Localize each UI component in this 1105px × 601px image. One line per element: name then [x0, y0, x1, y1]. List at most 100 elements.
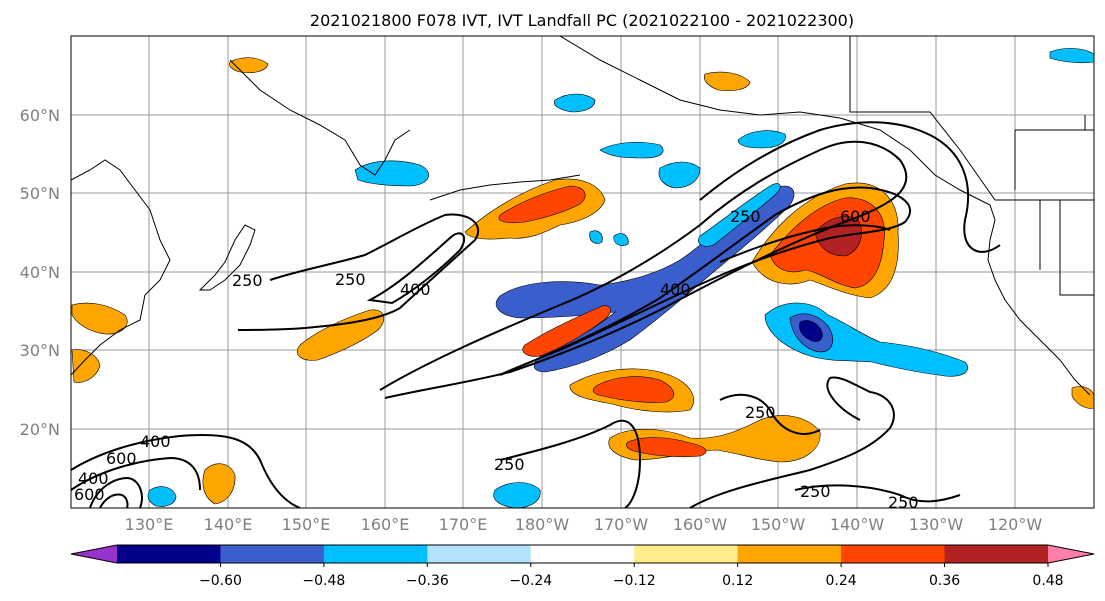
contour-label: 250 — [335, 270, 366, 289]
colorbar-segment — [323, 545, 428, 563]
contour-250-far-southeast — [794, 484, 961, 503]
lon-label: 120°W — [988, 515, 1043, 534]
contour-label: 250 — [232, 271, 263, 290]
lat-label: 60°N — [20, 106, 60, 125]
positive-anomaly-southwest — [202, 463, 236, 505]
colorbar-segment — [220, 545, 325, 563]
positive-anomaly-japan-east — [296, 309, 385, 361]
alaska-canada-border — [849, 36, 996, 201]
colorbar-tick-label: 0.24 — [826, 573, 857, 589]
colorbar-tick-label: 0.36 — [929, 573, 960, 589]
colorbar-extend-high — [1048, 545, 1094, 563]
lon-label: 150°W — [751, 515, 806, 534]
lon-label: 170°E — [439, 515, 488, 534]
map-frame — [70, 35, 1095, 509]
contour-label: 250 — [494, 455, 525, 474]
colorbar-extend-low — [71, 545, 117, 563]
negative-anomaly-bering — [354, 160, 429, 187]
contour-label: 250 — [745, 403, 776, 422]
asia-coastline — [71, 159, 171, 376]
contour-label: 400 — [140, 432, 171, 451]
contour-label: 400 — [400, 280, 431, 299]
lon-label: 140°W — [830, 515, 885, 534]
negative-anomaly-north-1 — [599, 141, 664, 159]
contour-label: 250 — [800, 482, 831, 501]
lat-label: 40°N — [20, 263, 60, 282]
colorbar-tick-label: −0.36 — [406, 573, 449, 589]
colorbar-tick-label: −0.48 — [302, 573, 345, 589]
lon-label: 130°E — [125, 515, 174, 534]
contour-250-south — [499, 376, 895, 508]
kamchatka-coastline — [229, 59, 411, 176]
colorbar-tick-label: 0.12 — [722, 573, 753, 589]
colorbar-segment — [530, 545, 635, 563]
contour-250-southeast — [719, 393, 821, 435]
negative-anomaly-east-3 — [613, 233, 629, 246]
contour-label: 600 — [74, 485, 105, 504]
ivt-contours — [71, 121, 1001, 508]
lat-label: 30°N — [20, 341, 60, 360]
colorbar-segment — [944, 545, 1049, 563]
coastlines — [71, 36, 1091, 396]
political-boundaries — [849, 36, 1094, 296]
negative-anomaly-north-3 — [737, 130, 786, 149]
positive-anomaly-west-edge — [71, 302, 128, 335]
contour-label: 250 — [888, 493, 919, 512]
lon-label: 160°E — [361, 515, 410, 534]
contour-label: 250 — [730, 207, 761, 226]
lon-label: 130°W — [909, 515, 964, 534]
negative-anomaly-core — [799, 320, 823, 342]
contour-250-southwest — [71, 434, 301, 508]
lon-label: 170°W — [594, 515, 649, 534]
contour-label: 600 — [840, 207, 871, 226]
colorbar-segment — [427, 545, 532, 563]
longitude-labels: 130°E 140°E 150°E 160°E 170°E 180°W 170°… — [125, 515, 1043, 534]
positive-anomaly-south-central-core — [626, 437, 707, 458]
colorbar-tick-label: −0.60 — [199, 573, 242, 589]
negative-anomaly-south-2 — [147, 486, 177, 507]
positive-anomaly-west-band-core — [498, 185, 586, 224]
negative-anomaly-east-1 — [1049, 48, 1094, 64]
positive-anomaly-jet-south — [522, 305, 611, 357]
contour-250-outer — [699, 121, 1001, 253]
lon-label: 160°W — [673, 515, 728, 534]
negative-anomaly-jet-band-light — [698, 183, 781, 247]
lon-label: 150°E — [282, 515, 331, 534]
positive-anomaly-north-2 — [703, 71, 751, 92]
contour-600-jet — [719, 224, 891, 263]
ivt-pc-shading — [71, 48, 1094, 508]
lon-label: 180°W — [515, 515, 570, 534]
map-panel: 250 400 250 400 600 250 400 600 250 250 … — [20, 35, 1095, 534]
positive-anomaly-subtropical-core — [592, 376, 674, 403]
colorbar-tick-label: 0.48 — [1032, 573, 1063, 589]
negative-anomaly-north-4 — [554, 93, 596, 113]
colorbar-outline — [70, 544, 1095, 564]
contour-600-southwest — [99, 493, 129, 508]
contour-250-main — [237, 140, 908, 399]
us-state-lines — [1014, 115, 1094, 296]
alaska-coastline — [559, 36, 996, 221]
colorbar-tick-label: −0.12 — [613, 573, 656, 589]
contour-400-southwest — [89, 476, 143, 508]
lat-label: 50°N — [20, 184, 60, 203]
contour-label: 400 — [78, 469, 109, 488]
contour-label: 600 — [106, 449, 137, 468]
colorbar-segment — [841, 545, 946, 563]
positive-anomaly-west-edge-2 — [71, 349, 101, 383]
contour-400-jet — [499, 186, 912, 376]
lat-label: 20°N — [20, 420, 60, 439]
colorbar-segment — [634, 545, 739, 563]
colorbar-segment — [117, 545, 221, 563]
colorbar-tick-label: −0.24 — [509, 573, 552, 589]
contour-label: 400 — [660, 280, 691, 299]
lon-label: 140°E — [204, 515, 253, 534]
contour-labels: 250 400 250 400 600 250 400 600 250 250 … — [74, 207, 919, 512]
negative-anomaly-south-1 — [493, 482, 541, 508]
japan-coastline — [198, 224, 256, 291]
colorbar: −0.60 −0.48 −0.36 −0.24 −0.12 0.12 0.24 0.36 0.4… — [70, 544, 1095, 589]
figure-title: 2021021800 F078 IVT, IVT Landfall PC (20… — [310, 11, 854, 30]
negative-anomaly-north-2 — [658, 161, 701, 189]
latitude-labels: 60°N 50°N 40°N 30°N 20°N — [20, 106, 60, 439]
colorbar-segment — [737, 545, 842, 563]
